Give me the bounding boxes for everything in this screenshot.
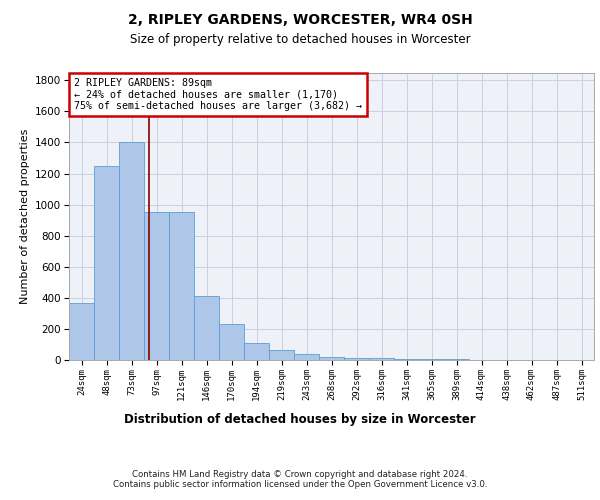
Bar xyxy=(219,324,244,360)
Bar xyxy=(419,359,444,360)
Bar xyxy=(269,350,294,360)
Bar xyxy=(444,359,469,360)
Bar xyxy=(144,212,169,360)
Bar xyxy=(344,358,369,360)
Text: 2, RIPLEY GARDENS, WORCESTER, WR4 0SH: 2, RIPLEY GARDENS, WORCESTER, WR4 0SH xyxy=(128,12,472,26)
Y-axis label: Number of detached properties: Number of detached properties xyxy=(20,128,29,304)
Bar xyxy=(319,357,344,360)
Bar xyxy=(69,302,94,360)
Bar xyxy=(169,212,194,360)
Bar xyxy=(119,142,144,360)
Bar xyxy=(294,354,319,360)
Text: Distribution of detached houses by size in Worcester: Distribution of detached houses by size … xyxy=(124,412,476,426)
Text: Size of property relative to detached houses in Worcester: Size of property relative to detached ho… xyxy=(130,32,470,46)
Text: 2 RIPLEY GARDENS: 89sqm
← 24% of detached houses are smaller (1,170)
75% of semi: 2 RIPLEY GARDENS: 89sqm ← 24% of detache… xyxy=(74,78,362,112)
Bar xyxy=(369,358,394,360)
Bar xyxy=(244,343,269,360)
Text: Contains HM Land Registry data © Crown copyright and database right 2024.
Contai: Contains HM Land Registry data © Crown c… xyxy=(113,470,487,490)
Bar xyxy=(194,296,219,360)
Bar xyxy=(394,359,419,360)
Bar xyxy=(94,166,119,360)
